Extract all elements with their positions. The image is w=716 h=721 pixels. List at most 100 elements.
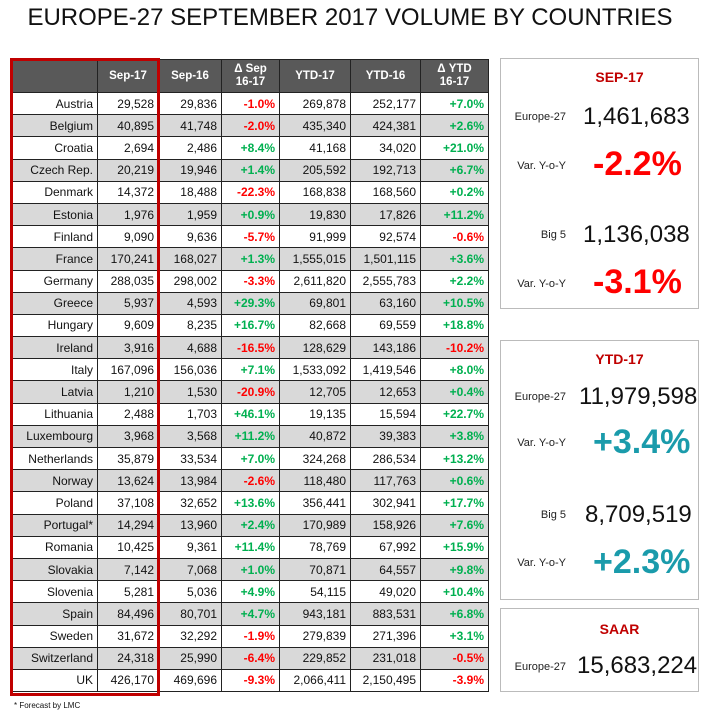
table-cell: 117,763 <box>350 469 421 493</box>
table-cell: -20.9% <box>221 380 280 404</box>
eu-label: Europe-27 <box>514 661 566 673</box>
table-cell: 9,636 <box>158 225 222 249</box>
table-cell: 33,534 <box>158 446 222 471</box>
table-cell: +7.0% <box>221 446 280 471</box>
country-name: UK <box>12 668 98 693</box>
table-cell: +9.8% <box>420 557 489 582</box>
table-cell: 158,926 <box>350 513 421 537</box>
table-cell: 298,002 <box>158 269 222 293</box>
country-name: Poland <box>12 491 98 515</box>
ytd17-panel: YTD-17 Europe-27 11,979,598 Var. Y-o-Y +… <box>500 340 699 600</box>
table-cell: 156,036 <box>158 358 222 382</box>
table-cell: +11.2% <box>221 424 280 449</box>
table-cell: 143,186 <box>350 336 421 360</box>
table-cell: -3.3% <box>221 269 280 293</box>
table-row: Hungary 9,609 8,235 +16.7% 82,668 69,559 +18.8… <box>12 313 489 338</box>
table-cell: 70,871 <box>279 557 351 582</box>
table-cell: +2.2% <box>420 269 489 293</box>
panel-title: SAAR <box>599 621 640 637</box>
country-name: Luxembourg <box>12 424 98 449</box>
table-cell: 424,381 <box>350 114 421 138</box>
table-cell: 17,826 <box>350 202 421 227</box>
table-cell: +10.5% <box>420 291 489 315</box>
table-cell: 5,036 <box>158 580 222 604</box>
table-row: Norway 13,624 13,984 -2.6% 118,480 117,763 +0.… <box>12 469 489 493</box>
country-name: Portugal* <box>12 513 98 537</box>
table-cell: 78,769 <box>279 535 351 559</box>
table-cell: 231,018 <box>350 646 421 670</box>
table-cell: -16.5% <box>221 336 280 360</box>
footnote: * Forecast by LMC <box>14 701 81 710</box>
table-cell: +46.1% <box>221 402 280 426</box>
table-cell: +18.8% <box>420 313 489 338</box>
table-cell: 2,488 <box>97 402 159 426</box>
country-name: Slovenia <box>12 580 98 604</box>
table-cell: +0.9% <box>221 202 280 227</box>
column-header: YTD-17 <box>279 59 351 93</box>
eu-var: -2.2% <box>593 145 682 183</box>
table-cell: 32,292 <box>158 624 222 648</box>
table-cell: +6.7% <box>420 158 489 182</box>
table-row: Netherlands 35,879 33,534 +7.0% 324,268 286,5… <box>12 446 489 471</box>
table-cell: +3.8% <box>420 424 489 449</box>
table-cell: 13,984 <box>158 469 222 493</box>
table-cell: 302,941 <box>350 491 421 515</box>
country-volume-table: Sep-17 Sep-16 Δ Sep 16-17 YTD-17 YTD-16 Δ YTD 1… <box>12 59 489 693</box>
column-header: Δ Sep 16-17 <box>221 59 280 93</box>
table-row: Croatia 2,694 2,486 +8.4% 41,168 34,020 +21.0% <box>12 136 489 160</box>
eu-value: 1,461,683 <box>583 103 690 130</box>
big5-label: Big 5 <box>540 229 566 241</box>
table-cell: +7.1% <box>221 358 280 382</box>
table-cell: -22.3% <box>221 180 280 204</box>
eu-var: +3.4% <box>593 423 691 461</box>
table-cell: -0.6% <box>420 225 489 249</box>
table-cell: 469,696 <box>158 668 222 693</box>
table-cell: 13,960 <box>158 513 222 537</box>
table-cell: 82,668 <box>279 313 351 338</box>
country-name: Finland <box>12 225 98 249</box>
panel-title: SEP-17 <box>595 69 644 85</box>
table-row: Lithuania 2,488 1,703 +46.1% 19,135 15,594 +22… <box>12 402 489 426</box>
table-cell: +3.6% <box>420 247 489 271</box>
table-row: Switzerland 24,318 25,990 -6.4% 229,852 231,0… <box>12 646 489 670</box>
table-cell: 35,879 <box>97 446 159 471</box>
country-name: Romania <box>12 535 98 559</box>
table-cell: 40,895 <box>97 114 159 138</box>
table-cell: 49,020 <box>350 580 421 604</box>
table-cell: 2,694 <box>97 136 159 160</box>
table-cell: 67,992 <box>350 535 421 559</box>
country-name: Sweden <box>12 624 98 648</box>
table-cell: +21.0% <box>420 136 489 160</box>
table-cell: -2.0% <box>221 114 280 138</box>
table-cell: -9.3% <box>221 668 280 693</box>
table-cell: 2,486 <box>158 136 222 160</box>
table-cell: 426,170 <box>97 668 159 693</box>
table-row: Portugal* 14,294 13,960 +2.4% 170,989 158,926… <box>12 513 489 537</box>
table-cell: +7.6% <box>420 513 489 537</box>
table-cell: -0.5% <box>420 646 489 670</box>
table-cell: -5.7% <box>221 225 280 249</box>
table-cell: 92,574 <box>350 225 421 249</box>
panel-title: YTD-17 <box>595 351 644 367</box>
table-cell: 1,959 <box>158 202 222 227</box>
big5-value: 1,136,038 <box>583 221 690 248</box>
eu-value: 11,979,598 <box>579 383 698 410</box>
table-cell: 9,609 <box>97 313 159 338</box>
table-row: Belgium 40,895 41,748 -2.0% 435,340 424,381 +2… <box>12 114 489 138</box>
table-cell: 1,703 <box>158 402 222 426</box>
country-name: Belgium <box>12 114 98 138</box>
big5-label: Big 5 <box>540 509 566 521</box>
table-cell: -3.9% <box>420 668 489 693</box>
table-row: Italy 167,096 156,036 +7.1% 1,533,092 1,419,5… <box>12 358 489 382</box>
country-name: Spain <box>12 602 98 626</box>
table-cell: 41,168 <box>279 136 351 160</box>
table-cell: 324,268 <box>279 446 351 471</box>
table-cell: +2.6% <box>420 114 489 138</box>
country-name: Denmark <box>12 180 98 204</box>
country-name: Greece <box>12 291 98 315</box>
table-cell: 943,181 <box>279 602 351 626</box>
big5-var: +2.3% <box>593 543 691 581</box>
table-row: Austria 29,528 29,836 -1.0% 269,878 252,177 +7… <box>12 91 489 116</box>
table-cell: 14,372 <box>97 180 159 204</box>
table-cell: 39,383 <box>350 424 421 449</box>
